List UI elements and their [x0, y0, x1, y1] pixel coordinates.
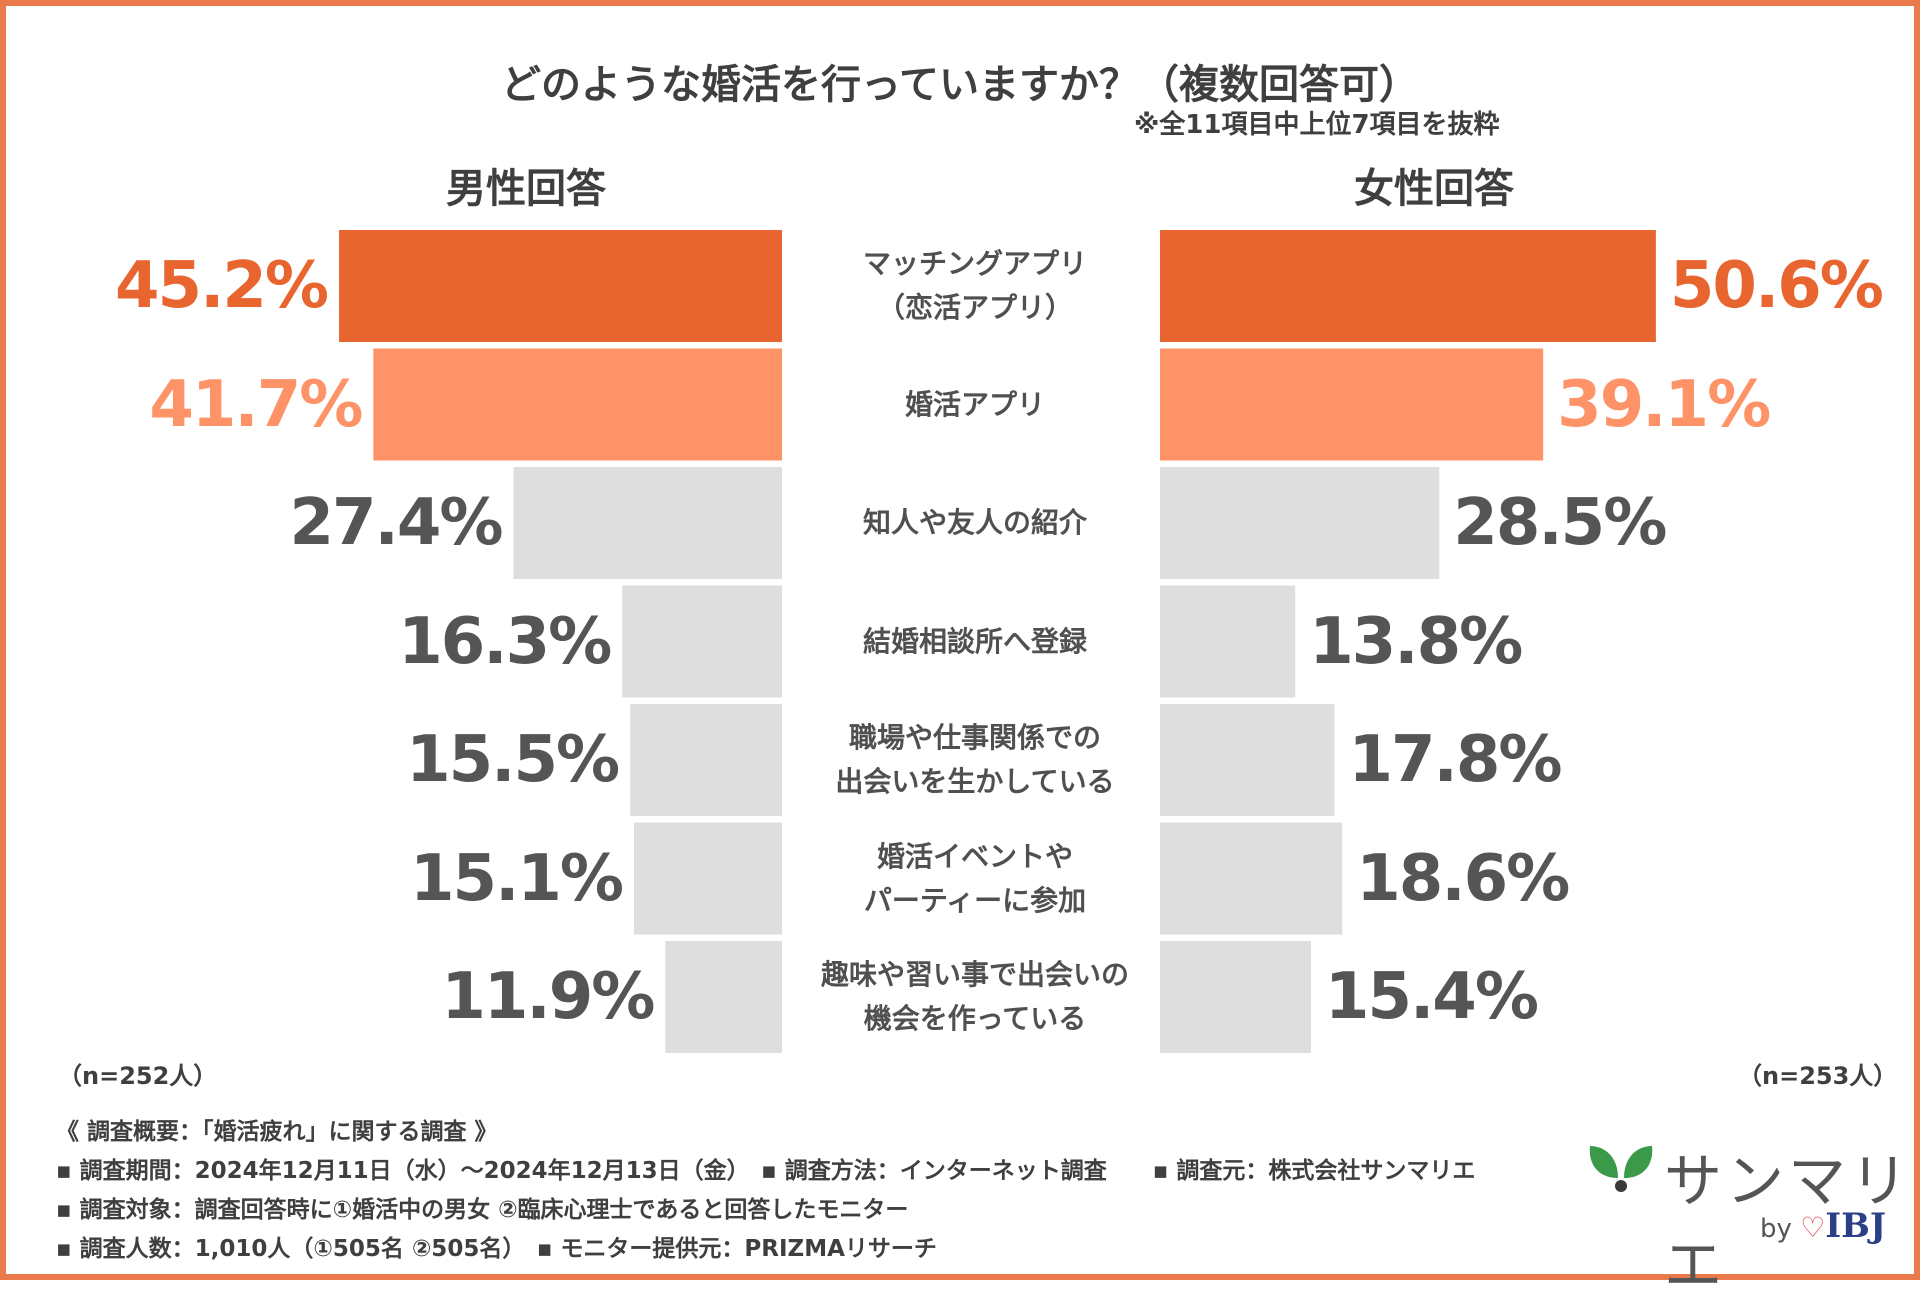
- category-label: 婚活イベントや パーティーに参加: [790, 835, 1160, 923]
- heart-icon: ♡: [1800, 1211, 1826, 1244]
- by-text: by: [1760, 1214, 1792, 1244]
- category-label-line: 結婚相談所へ登録: [862, 624, 1087, 658]
- category-label: マッチングアプリ （恋活アプリ）: [790, 242, 1160, 330]
- category-label: 結婚相談所へ登録: [790, 620, 1160, 664]
- female-bar: [1160, 230, 1656, 342]
- male-bar: [513, 467, 782, 579]
- male-value-label: 15.1%: [410, 841, 624, 916]
- brand-name: サンマリエ: [1664, 1147, 1913, 1299]
- female-bar: [1160, 585, 1296, 698]
- male-value-label: 45.2%: [115, 249, 329, 323]
- male-bar: [339, 230, 782, 342]
- category-label-line: パーティーに参加: [863, 883, 1087, 917]
- male-value-label: 11.9%: [441, 960, 655, 1034]
- female-value-label: 15.4%: [1324, 960, 1539, 1034]
- category-label-line: マッチングアプリ: [862, 247, 1087, 280]
- female-bar: [1160, 467, 1440, 579]
- male-value-label: 41.7%: [149, 367, 363, 442]
- female-value-label: 39.1%: [1557, 367, 1771, 442]
- female-bar: [1160, 348, 1544, 461]
- male-sample-size: （n=252人）: [58, 1062, 218, 1090]
- category-label-line: 婚活アプリ: [904, 387, 1045, 421]
- category-label: 職場や仕事関係での 出会いを生かしている: [790, 716, 1160, 804]
- male-bar: [634, 822, 782, 935]
- survey-heading: 《 調査概要：「婚活疲れ」に関する調査 》: [56, 1119, 498, 1145]
- brand-byline: by ♡IBJ: [1760, 1206, 1886, 1246]
- partner-name: IBJ: [1825, 1206, 1886, 1246]
- category-label-line: 職場や仕事関係での: [848, 721, 1101, 754]
- leaf-logo-icon: [1589, 1146, 1653, 1192]
- survey-line-2: ▪ 調査対象：調査回答時に①婚活中の男女 ②臨床心理士であると回答したモニター: [56, 1197, 909, 1223]
- category-label-line: 趣味や習い事で出会いの: [820, 958, 1129, 991]
- female-sample-size: （n=253人）: [1738, 1062, 1898, 1090]
- female-value-label: 17.8%: [1348, 723, 1562, 797]
- female-bar: [1160, 704, 1335, 816]
- female-heading: 女性回答: [1354, 166, 1514, 212]
- male-bar: [373, 348, 782, 461]
- category-label: 婚活アプリ: [790, 383, 1160, 427]
- female-value-label: 50.6%: [1669, 249, 1884, 323]
- survey-line-3: ▪ 調査人数：1,010人（①505名 ②505名） ▪ モニター提供元：PRI…: [56, 1236, 937, 1262]
- category-label-line: （恋活アプリ）: [876, 291, 1073, 324]
- category-label-line: 機会を作っている: [863, 1002, 1087, 1035]
- category-label: 趣味や習い事で出会いの 機会を作っている: [790, 953, 1160, 1041]
- male-value-label: 27.4%: [289, 486, 503, 560]
- female-value-label: 18.6%: [1356, 841, 1570, 916]
- chart-subnote: ※全11項目中上位7項目を抜粋: [1134, 110, 1500, 140]
- survey-line-1: ▪ 調査期間：2024年12月11日（水）～2024年12月13日（金） ▪ 調…: [56, 1158, 1476, 1184]
- chart-title: どのような婚活を行っていますか？（複数回答可）: [501, 62, 1419, 108]
- category-label: 知人や友人の紹介: [790, 501, 1160, 545]
- male-bar: [665, 941, 782, 1053]
- male-value-label: 15.5%: [406, 723, 620, 797]
- category-label-line: 知人や友人の紹介: [862, 506, 1087, 539]
- female-bar: [1160, 822, 1343, 935]
- male-bar: [630, 704, 782, 816]
- category-label-line: 婚活イベントや: [876, 839, 1073, 873]
- male-bar: [622, 585, 782, 698]
- male-heading: 男性回答: [446, 166, 606, 212]
- female-value-label: 13.8%: [1309, 604, 1523, 679]
- category-label-line: 出会いを生かしている: [835, 765, 1115, 798]
- male-value-label: 16.3%: [398, 604, 612, 679]
- female-bar: [1160, 941, 1311, 1053]
- female-value-label: 28.5%: [1453, 486, 1667, 560]
